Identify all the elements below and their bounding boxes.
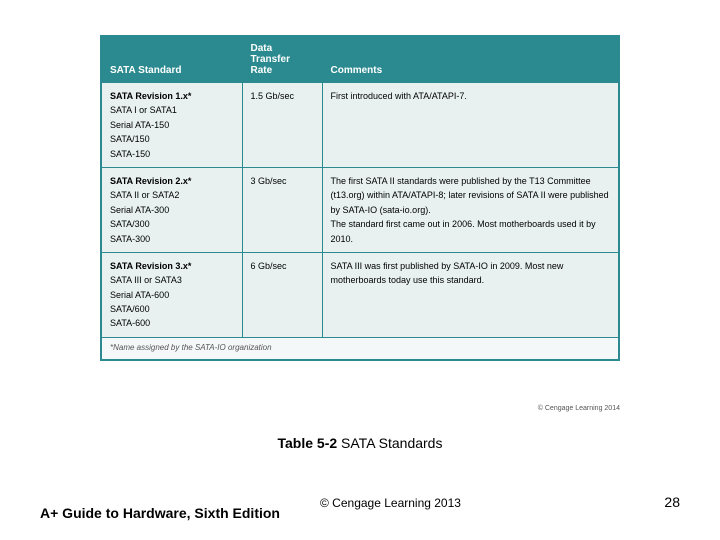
caption-bold: Table 5-2 bbox=[278, 435, 338, 451]
sata-table-container: SATA Standard Data Transfer Rate Comment… bbox=[100, 35, 620, 361]
copyright: © Cengage Learning 2013 bbox=[320, 496, 461, 510]
cell-standard: SATA Revision 3.x*SATA III or SATA3Seria… bbox=[102, 252, 242, 337]
cell-comments: The first SATA II standards were publish… bbox=[322, 167, 618, 252]
cell-standard: SATA Revision 2.x*SATA II or SATA2Serial… bbox=[102, 167, 242, 252]
cell-rate: 1.5 Gb/sec bbox=[242, 83, 322, 168]
table-row: SATA Revision 2.x*SATA II or SATA2Serial… bbox=[102, 167, 618, 252]
cell-standard: SATA Revision 1.x*SATA I or SATA1Serial … bbox=[102, 83, 242, 168]
table-attribution: © Cengage Learning 2014 bbox=[538, 405, 620, 412]
cell-comments: First introduced with ATA/ATAPI-7. bbox=[322, 83, 618, 168]
table-row: SATA Revision 1.x*SATA I or SATA1Serial … bbox=[102, 83, 618, 168]
sata-standards-table: SATA Standard Data Transfer Rate Comment… bbox=[102, 37, 618, 359]
col-header-rate: Data Transfer Rate bbox=[242, 37, 322, 83]
cell-comments: SATA III was first published by SATA-IO … bbox=[322, 252, 618, 337]
footnote-row: *Name assigned by the SATA-IO organizati… bbox=[102, 337, 618, 358]
page-number: 28 bbox=[664, 494, 680, 510]
table-caption: Table 5-2 SATA Standards bbox=[0, 435, 720, 451]
footnote-cell: *Name assigned by the SATA-IO organizati… bbox=[102, 337, 618, 358]
book-title: A+ Guide to Hardware, Sixth Edition bbox=[40, 505, 280, 522]
caption-text: SATA Standards bbox=[337, 435, 442, 451]
cell-rate: 6 Gb/sec bbox=[242, 252, 322, 337]
cell-rate: 3 Gb/sec bbox=[242, 167, 322, 252]
table-row: SATA Revision 3.x*SATA III or SATA3Seria… bbox=[102, 252, 618, 337]
col-header-standard: SATA Standard bbox=[102, 37, 242, 83]
col-header-comments: Comments bbox=[322, 37, 618, 83]
